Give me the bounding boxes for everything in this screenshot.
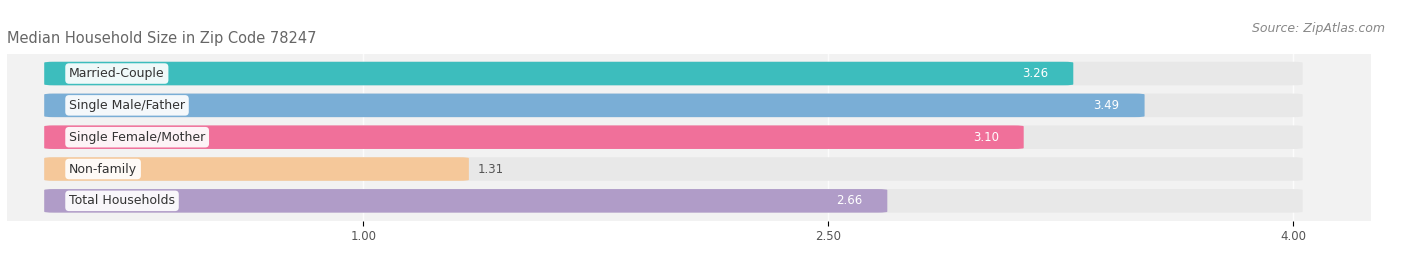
FancyBboxPatch shape	[44, 125, 1024, 149]
Text: Median Household Size in Zip Code 78247: Median Household Size in Zip Code 78247	[7, 31, 316, 46]
Text: Single Male/Father: Single Male/Father	[69, 99, 186, 112]
Text: 1.31: 1.31	[478, 162, 505, 175]
FancyBboxPatch shape	[44, 62, 1073, 85]
FancyBboxPatch shape	[44, 62, 1302, 85]
Text: Source: ZipAtlas.com: Source: ZipAtlas.com	[1251, 22, 1385, 34]
FancyBboxPatch shape	[44, 125, 1302, 149]
FancyBboxPatch shape	[44, 189, 887, 213]
Text: 3.49: 3.49	[1094, 99, 1119, 112]
Text: 3.10: 3.10	[973, 131, 998, 144]
Text: Total Households: Total Households	[69, 194, 174, 207]
FancyBboxPatch shape	[44, 94, 1144, 117]
FancyBboxPatch shape	[44, 157, 1302, 181]
Text: 3.26: 3.26	[1022, 67, 1049, 80]
Text: 2.66: 2.66	[837, 194, 862, 207]
FancyBboxPatch shape	[44, 189, 1302, 213]
Text: Married-Couple: Married-Couple	[69, 67, 165, 80]
Text: Single Female/Mother: Single Female/Mother	[69, 131, 205, 144]
Text: Non-family: Non-family	[69, 162, 138, 175]
FancyBboxPatch shape	[44, 94, 1302, 117]
FancyBboxPatch shape	[44, 157, 468, 181]
